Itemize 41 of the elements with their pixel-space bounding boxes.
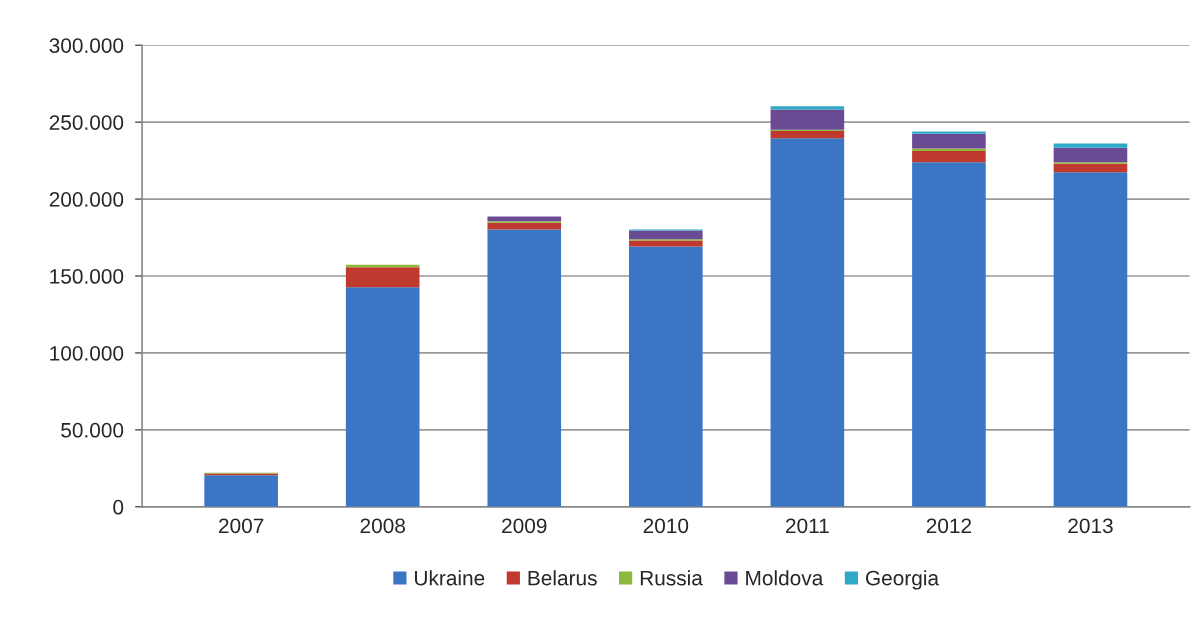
bar	[1053, 143, 1128, 148]
bar	[912, 162, 986, 507]
legend-label: Georgia	[865, 570, 940, 590]
bar	[770, 131, 845, 139]
bar	[912, 133, 986, 149]
bar	[629, 240, 703, 247]
bar	[912, 148, 986, 152]
bar	[770, 109, 845, 130]
y-tick-label: 100.000	[50, 345, 124, 361]
bar	[629, 230, 703, 240]
bar	[345, 267, 420, 288]
y-tick-label: 300.000	[49, 38, 124, 53]
legend-label: Belarus	[528, 570, 597, 586]
x-tick-label: 2013	[1068, 518, 1113, 534]
x-tick-label: 2011	[786, 518, 829, 534]
y-tick-label: 150.000	[50, 269, 124, 284]
bar	[204, 475, 278, 507]
x-tick-label: 2008	[360, 518, 405, 534]
bar	[1053, 172, 1128, 507]
x-tick-label: 2007	[219, 518, 264, 534]
legend-label: Russia	[640, 570, 703, 586]
y-tick-label: 0	[113, 499, 124, 515]
bar	[912, 151, 986, 163]
y-tick-label: 200.000	[49, 192, 124, 207]
legend-label: Moldova	[746, 570, 824, 586]
bar	[487, 222, 562, 230]
bar	[487, 216, 562, 222]
bar	[770, 138, 845, 507]
y-tick-label: 250.000	[49, 115, 124, 130]
bar	[770, 106, 845, 110]
bar	[1053, 163, 1128, 173]
y-tick-label: 50.000	[61, 422, 124, 438]
bar	[912, 131, 986, 134]
bar	[487, 229, 562, 507]
bar	[1053, 147, 1128, 163]
x-tick-label: 2012	[926, 518, 972, 534]
legend-label: Ukraine	[415, 570, 485, 586]
bar	[345, 287, 420, 507]
x-tick-label: 2010	[643, 518, 689, 534]
x-tick-label: 2009	[502, 518, 547, 534]
bar	[629, 246, 703, 507]
